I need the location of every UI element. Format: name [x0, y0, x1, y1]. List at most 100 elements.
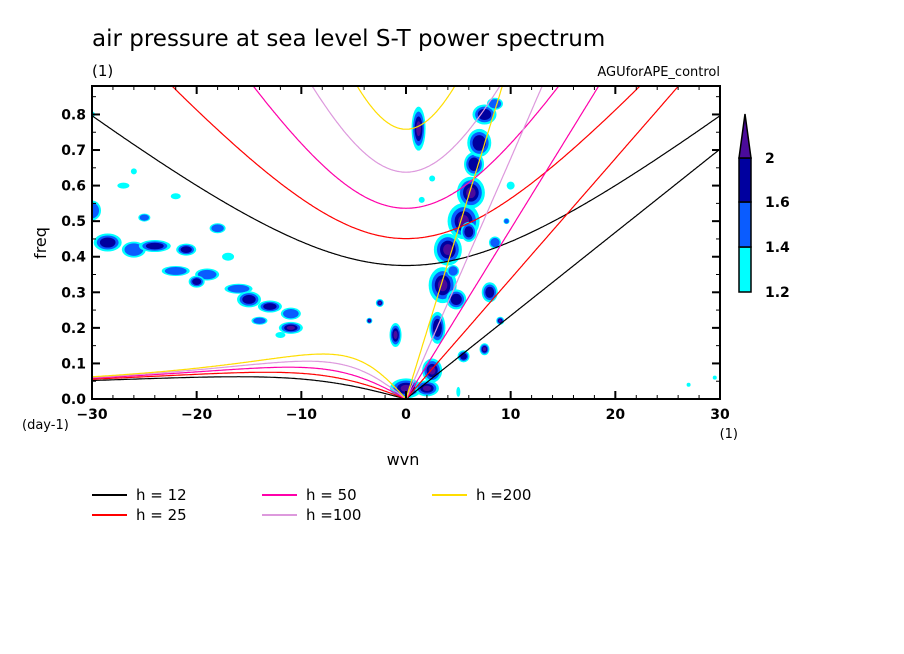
westward-blob: [283, 308, 299, 319]
y-tick-label: 0.1: [61, 356, 86, 372]
y-tick-label: 0.3: [61, 285, 86, 301]
colorbar-label: 1.4: [765, 240, 790, 256]
eastward-blob: [490, 237, 500, 248]
y-tick-label: 0.7: [61, 143, 86, 159]
y-tick-label: 0.2: [61, 321, 86, 337]
eastward-blob: [460, 352, 467, 360]
eastward-blob: [482, 347, 487, 352]
westward-blob: [192, 278, 202, 285]
y-tick-label: 0.5: [61, 214, 86, 230]
westward-blob: [227, 284, 250, 293]
westward-blob: [253, 317, 266, 324]
units-label: (1): [92, 62, 113, 80]
x-unit-label: (1): [720, 427, 738, 442]
westward-blob: [145, 242, 164, 250]
inertia-gravity-curve-h100: [311, 86, 501, 173]
westward-blob: [222, 252, 235, 261]
eastward-blob: [443, 244, 453, 256]
kelvin-curve-h200: [405, 86, 503, 399]
eastward-blob: [448, 266, 458, 276]
eastward-blob: [416, 121, 421, 137]
eastward-blob: [498, 319, 502, 323]
westward-blob: [130, 168, 137, 175]
legend-label: h = 12: [136, 486, 187, 504]
kelvin-curve-h100: [405, 86, 543, 399]
x-tick-label: −30: [76, 407, 107, 423]
eastward-blob: [456, 386, 461, 397]
x-tick-label: −10: [286, 407, 317, 423]
axis-ticks: [91, 86, 721, 400]
y-tick-label: 0.0: [61, 392, 86, 408]
y-tick-label: 0.8: [61, 107, 86, 123]
legend-label: h = 25: [136, 506, 187, 524]
eastward-blob: [504, 218, 509, 224]
legend: h = 12 h = 25 h = 50 h =100 h =200: [92, 486, 531, 524]
rossby-curve-h200: [92, 353, 407, 399]
legend-label: h =100: [306, 506, 361, 524]
experiment-label: AGUforAPE_control: [597, 65, 720, 80]
y-unit-label: (day-1): [22, 418, 69, 433]
westward-blob: [124, 243, 144, 256]
eastward-blob: [485, 286, 495, 298]
westward-blob: [99, 237, 116, 248]
westward-blob: [139, 214, 150, 221]
colorbar-segment: [738, 201, 752, 248]
rossby-curve-h100: [92, 360, 407, 399]
colorbar-label: 1.6: [765, 195, 790, 211]
inertia-gravity-curve-h50: [252, 86, 560, 209]
legend-label: h = 50: [306, 486, 357, 504]
y-axis-label: freq: [31, 227, 50, 259]
rossby-curve-h50: [92, 366, 407, 399]
colorbar-label: 1.2: [765, 285, 790, 301]
eastward-blob: [450, 293, 462, 306]
eastward-blob: [506, 181, 515, 190]
colorbar-segment: [738, 157, 752, 203]
legend-label: h =200: [476, 486, 531, 504]
eastward-blob: [712, 375, 717, 380]
x-tick-labels: −30 −20 −10 0 10 20 30: [76, 407, 730, 423]
colorbar-extend-triangle: [738, 113, 752, 159]
eastward-blob: [378, 301, 382, 305]
chart-title: air pressure at sea level S-T power spec…: [92, 26, 605, 52]
kelvin-curve-h50: [405, 86, 600, 399]
kelvin-curve-h25: [405, 86, 680, 399]
dispersion-curves: [92, 86, 720, 399]
westward-blob: [286, 325, 295, 330]
eastward-blob: [422, 385, 432, 392]
kelvin-curve-h12: [405, 148, 720, 399]
rossby-curve-h25: [92, 371, 407, 399]
y-tick-label: 0.6: [61, 179, 86, 195]
westward-blob: [170, 193, 181, 200]
westward-blob: [242, 294, 256, 304]
westward-blob: [211, 224, 224, 233]
x-tick-label: 30: [710, 407, 730, 423]
westward-blob: [263, 303, 277, 310]
colorbar-segment: [738, 246, 752, 293]
westward-blob: [275, 331, 286, 338]
westward-blob: [197, 269, 217, 280]
shaded-contours: [92, 97, 717, 399]
eastward-blob: [472, 135, 486, 151]
westward-blob: [180, 246, 192, 253]
westward-blob: [164, 267, 187, 275]
inertia-gravity-curve-h200: [356, 86, 456, 130]
eastward-blob: [429, 175, 436, 182]
eastward-blob: [428, 366, 436, 375]
westward-blob: [92, 202, 100, 219]
eastward-blob: [477, 108, 492, 121]
eastward-blob: [393, 330, 398, 340]
eastward-blob: [464, 226, 474, 238]
x-tick-label: 20: [606, 407, 626, 423]
x-tick-label: 10: [501, 407, 521, 423]
x-tick-label: −20: [181, 407, 212, 423]
colorbar: 1.2 1.4 1.6 2: [738, 113, 790, 301]
eastward-blob: [686, 382, 691, 387]
plot-frame: [91, 85, 721, 400]
inertia-gravity-curve-h12: [92, 115, 720, 267]
inertia-gravity-curve-h25: [171, 86, 641, 240]
eastward-blob: [418, 196, 425, 203]
colorbar-label: 2: [765, 151, 775, 167]
y-tick-labels: 0.0 0.1 0.2 0.3 0.4 0.5 0.6 0.7 0.8: [61, 107, 86, 408]
westward-blob: [117, 182, 130, 189]
